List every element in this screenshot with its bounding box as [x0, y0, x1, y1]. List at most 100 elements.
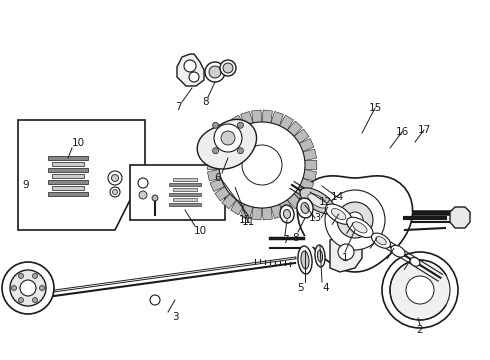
Polygon shape [207, 160, 219, 170]
Text: 10: 10 [194, 226, 207, 236]
Polygon shape [271, 112, 283, 126]
Polygon shape [330, 233, 362, 272]
Polygon shape [210, 178, 225, 192]
Polygon shape [207, 170, 221, 181]
Text: 5: 5 [296, 283, 303, 293]
Polygon shape [210, 139, 225, 152]
Polygon shape [215, 186, 230, 201]
Circle shape [10, 270, 46, 306]
Bar [169, 193, 201, 196]
Circle shape [242, 145, 282, 185]
Ellipse shape [315, 245, 325, 267]
Polygon shape [271, 204, 283, 219]
Text: 4: 4 [323, 283, 329, 293]
Ellipse shape [301, 251, 309, 269]
Text: 13: 13 [308, 213, 321, 223]
Polygon shape [262, 110, 272, 123]
Polygon shape [241, 204, 253, 219]
Text: 8: 8 [203, 97, 209, 107]
Text: 17: 17 [417, 125, 431, 135]
Text: 16: 16 [395, 127, 409, 137]
Ellipse shape [325, 204, 352, 224]
Ellipse shape [346, 217, 373, 238]
Ellipse shape [301, 203, 309, 213]
Ellipse shape [391, 246, 405, 257]
Text: 11: 11 [242, 217, 255, 227]
Circle shape [112, 175, 119, 181]
Circle shape [152, 195, 158, 201]
Circle shape [337, 202, 373, 238]
Circle shape [220, 60, 236, 76]
Circle shape [390, 260, 450, 320]
Circle shape [184, 60, 196, 72]
Text: 14: 14 [330, 192, 343, 202]
Text: 9: 9 [22, 180, 28, 190]
Polygon shape [241, 112, 253, 126]
Circle shape [238, 122, 244, 128]
Circle shape [213, 148, 219, 154]
Polygon shape [222, 121, 237, 136]
Circle shape [32, 298, 38, 303]
Ellipse shape [353, 222, 367, 233]
Circle shape [238, 148, 244, 154]
Polygon shape [231, 115, 245, 130]
Circle shape [347, 212, 363, 228]
Text: 12: 12 [318, 197, 332, 207]
Text: 8: 8 [293, 233, 299, 243]
Bar [52, 162, 84, 166]
Bar [52, 174, 84, 178]
Polygon shape [252, 110, 262, 123]
Ellipse shape [284, 210, 291, 219]
Polygon shape [279, 200, 294, 215]
Polygon shape [303, 170, 317, 181]
Ellipse shape [410, 257, 420, 266]
Circle shape [150, 295, 160, 305]
Circle shape [108, 171, 122, 185]
Circle shape [19, 298, 24, 303]
Polygon shape [303, 149, 317, 161]
Polygon shape [252, 207, 262, 220]
Polygon shape [297, 176, 413, 272]
Ellipse shape [300, 188, 335, 214]
Text: 11: 11 [238, 215, 252, 225]
Circle shape [11, 285, 17, 291]
Circle shape [382, 252, 458, 328]
Polygon shape [222, 194, 237, 209]
Circle shape [325, 190, 385, 250]
Circle shape [19, 273, 24, 278]
Ellipse shape [308, 194, 327, 208]
Polygon shape [287, 194, 302, 209]
Text: 10: 10 [72, 138, 85, 148]
Circle shape [223, 63, 233, 73]
Circle shape [113, 189, 118, 194]
Bar [48, 156, 88, 160]
Bar [169, 202, 201, 206]
Text: 6: 6 [215, 173, 221, 183]
Ellipse shape [298, 246, 312, 274]
Bar [48, 192, 88, 196]
Polygon shape [231, 200, 245, 215]
Polygon shape [279, 115, 294, 130]
Bar [173, 177, 197, 181]
Circle shape [209, 66, 221, 78]
Circle shape [20, 280, 36, 296]
Polygon shape [130, 165, 225, 220]
Ellipse shape [297, 198, 313, 218]
Polygon shape [299, 139, 314, 152]
Circle shape [32, 273, 38, 278]
Ellipse shape [371, 233, 391, 248]
Polygon shape [197, 120, 257, 169]
Polygon shape [294, 186, 309, 201]
Text: 7: 7 [282, 235, 288, 245]
Text: 3: 3 [172, 312, 178, 322]
Circle shape [338, 244, 354, 260]
Polygon shape [299, 178, 314, 192]
Circle shape [2, 262, 54, 314]
Bar [173, 188, 197, 191]
Polygon shape [450, 207, 470, 228]
Circle shape [139, 191, 147, 199]
Text: 15: 15 [368, 103, 382, 113]
Circle shape [205, 62, 225, 82]
Bar [173, 198, 197, 201]
Circle shape [221, 131, 235, 145]
